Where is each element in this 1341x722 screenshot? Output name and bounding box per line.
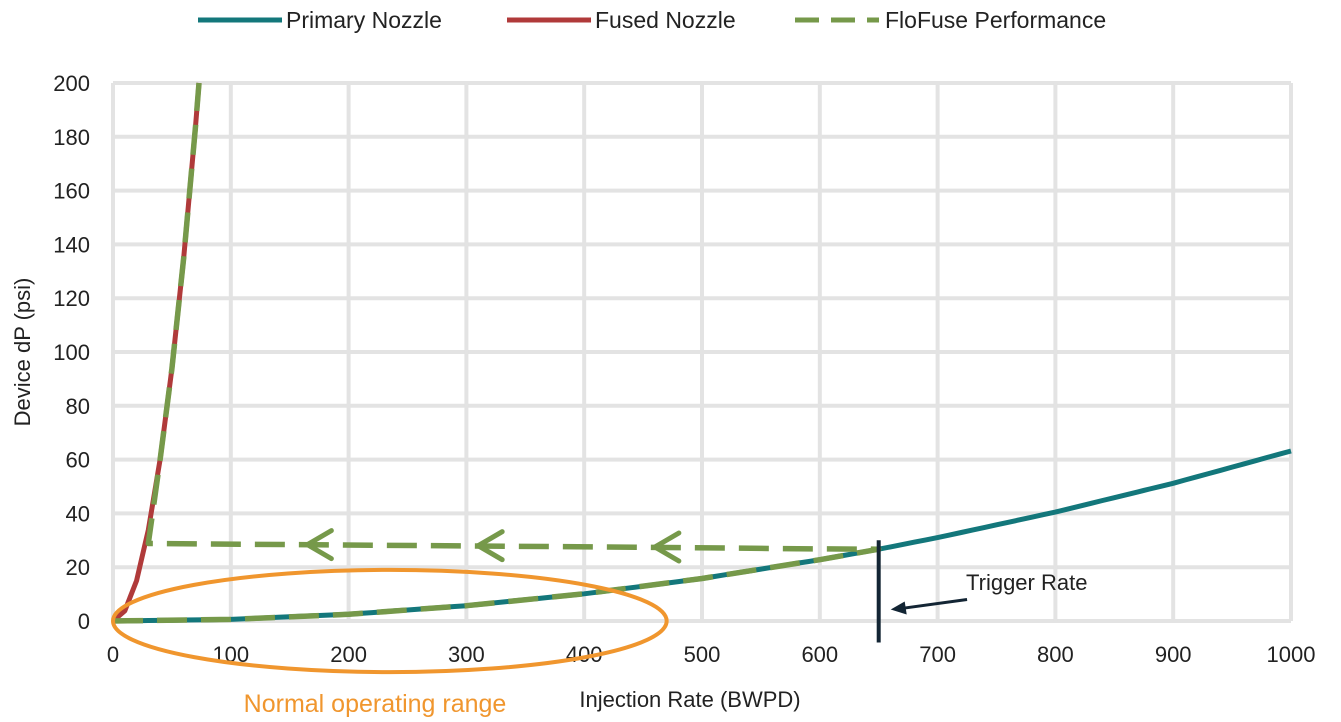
y-tick-label: 160 bbox=[53, 179, 90, 204]
legend: Primary Nozzle Fused Nozzle FloFuse Perfor… bbox=[198, 7, 1106, 33]
x-tick-labels: 0 100 200 300 400 500 600 700 800 900 1000 bbox=[107, 642, 1316, 667]
series-layer bbox=[111, 82, 1292, 624]
annotations: Trigger Rate Normal operating range bbox=[111, 540, 1087, 718]
x-tick-label: 0 bbox=[107, 642, 119, 667]
x-tick-label: 600 bbox=[801, 642, 838, 667]
trigger-rate-arrow bbox=[900, 597, 968, 611]
y-tick-labels: 0 20 40 60 80 100 120 140 160 180 200 bbox=[53, 71, 90, 634]
flofuse-direction-arrow bbox=[652, 530, 682, 564]
trigger-rate-arrowhead bbox=[890, 601, 907, 615]
x-tick-label: 200 bbox=[330, 642, 367, 667]
x-tick-label: 1000 bbox=[1267, 642, 1316, 667]
normal-operating-range-ellipse bbox=[111, 567, 669, 675]
y-tick-label: 100 bbox=[53, 340, 90, 365]
y-tick-label: 120 bbox=[53, 286, 90, 311]
x-tick-label: 300 bbox=[448, 642, 485, 667]
legend-label: Primary Nozzle bbox=[286, 7, 442, 33]
trigger-rate-label: Trigger Rate bbox=[966, 570, 1087, 595]
x-tick-label: 500 bbox=[684, 642, 721, 667]
legend-label: Fused Nozzle bbox=[595, 7, 736, 33]
x-tick-label: 900 bbox=[1155, 642, 1192, 667]
normal-operating-range-label: Normal operating range bbox=[244, 690, 507, 718]
y-tick-label: 0 bbox=[78, 609, 90, 634]
y-tick-label: 200 bbox=[53, 71, 90, 96]
x-tick-label: 700 bbox=[919, 642, 956, 667]
series-flofuse-performance-line bbox=[112, 82, 882, 624]
x-axis-title: Injection Rate (BWPD) bbox=[579, 687, 800, 712]
flofuse-direction-arrow bbox=[475, 529, 505, 563]
y-tick-label: 20 bbox=[66, 555, 90, 580]
legend-label: FloFuse Performance bbox=[885, 7, 1106, 33]
grid bbox=[111, 81, 1293, 623]
flofuse-direction-arrow bbox=[304, 528, 334, 562]
y-tick-label: 60 bbox=[66, 448, 90, 473]
y-tick-label: 40 bbox=[66, 501, 90, 526]
y-tick-label: 180 bbox=[53, 125, 90, 150]
y-tick-label: 80 bbox=[66, 394, 90, 419]
x-tick-label: 800 bbox=[1037, 642, 1074, 667]
y-tick-label: 140 bbox=[53, 232, 90, 257]
y-axis-title: Device dP (psi) bbox=[10, 278, 35, 427]
